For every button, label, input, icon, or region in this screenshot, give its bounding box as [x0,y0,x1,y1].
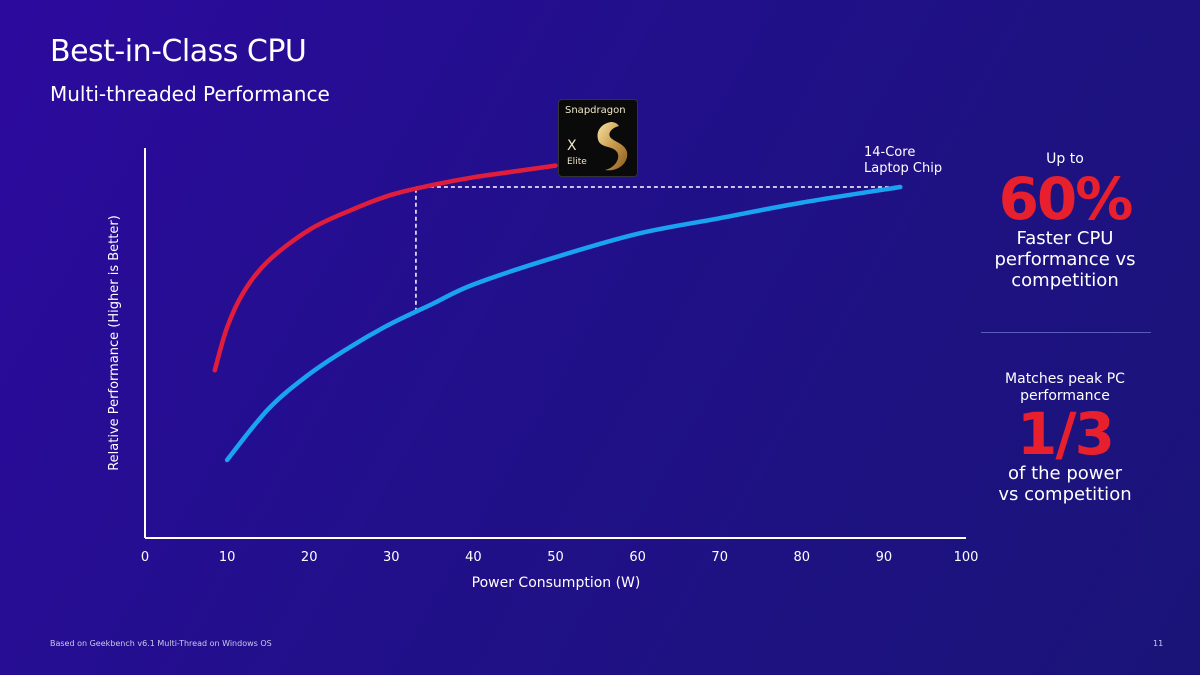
x-tick-label: 90 [876,550,893,565]
series-label-line1: 14-Core [864,145,915,160]
callout-bottom-desc-1: of the power [1008,463,1122,484]
chart-series [212,163,903,463]
callout-top-desc-3: competition [1011,270,1119,291]
callout-top-value: 60% [998,165,1134,233]
x-tick-label: 10 [219,550,236,565]
snapdragon-chip-logo: Snapdragon X Elite [559,100,637,176]
x-tick-label: 100 [954,550,979,565]
series-line-competitor-14-core [224,184,903,463]
callout-bottom-prefix-1: Matches peak PC [1005,371,1125,387]
x-tick-label: 30 [383,550,400,565]
snapdragon-dragon-icon [597,122,628,171]
page-number: 11 [1153,639,1164,648]
series-line-snapdragon-x-elite [212,163,558,373]
chip-brand-text: Snapdragon [565,105,626,116]
x-tick-label: 50 [547,550,564,565]
x-tick-label: 40 [465,550,482,565]
chart-axes [144,148,966,539]
slide-subtitle: Multi-threaded Performance [50,82,330,106]
slide-title: Best-in-Class CPU [50,34,307,69]
callout-top: Up to 60% Faster CPU performance vs comp… [965,151,1165,291]
chip-variant-text: Elite [567,157,587,167]
callout-top-desc-1: Faster CPU [1016,228,1114,249]
series-label-line2: Laptop Chip [864,161,942,176]
callout-top-prefix: Up to [1046,151,1084,167]
callout-bottom-value: 1/3 [1017,400,1115,468]
callout-bottom: Matches peak PC performance 1/3 of the p… [965,371,1165,505]
x-axis-label: Power Consumption (W) [472,575,641,591]
x-tick-label: 70 [711,550,728,565]
callout-bottom-prefix-2: performance [1020,388,1110,404]
callout-divider [981,332,1151,333]
callout-top-desc-2: performance vs [994,249,1136,270]
x-tick-label: 60 [629,550,646,565]
footnote: Based on Geekbench v6.1 Multi-Thread on … [50,639,272,648]
x-tick-label: 80 [794,550,811,565]
chart-annotations [415,186,901,312]
chip-model-text: X [567,138,577,154]
x-tick-label: 0 [141,550,149,565]
x-tick-label: 20 [301,550,318,565]
y-axis-label: Relative Performance (Higher is Better) [107,215,122,471]
x-tick-labels: 0 10 20 30 40 50 60 70 80 90 100 [141,550,979,565]
callout-bottom-desc-2: vs competition [998,484,1132,505]
